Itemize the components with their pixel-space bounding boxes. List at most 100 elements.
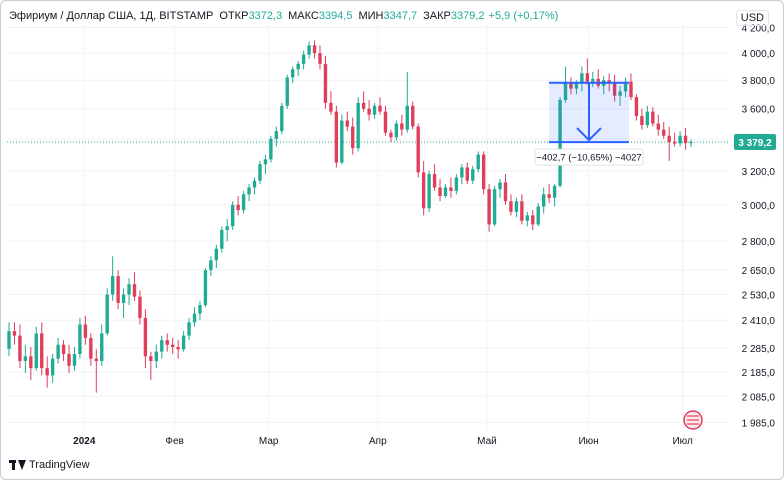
candle	[662, 122, 666, 139]
candle	[541, 187, 546, 214]
y-tick-label: 3 000,0	[742, 201, 776, 212]
candle-body	[241, 194, 246, 211]
candle-body	[607, 80, 611, 84]
candle	[629, 73, 633, 101]
candle-body	[307, 45, 311, 55]
candle-body	[574, 83, 579, 89]
candle	[127, 278, 131, 306]
candle	[476, 151, 480, 173]
candle-body	[531, 215, 535, 225]
candle	[143, 309, 148, 369]
candle-body	[100, 333, 104, 362]
candle-body	[61, 344, 66, 354]
tradingview-brand: TradingView	[29, 459, 90, 471]
candle-body	[231, 204, 235, 227]
candle	[531, 210, 535, 230]
candle	[263, 154, 268, 175]
candle-body	[94, 358, 98, 362]
candle-body	[56, 344, 60, 359]
candle	[351, 117, 355, 155]
candle	[121, 288, 126, 318]
candle	[552, 184, 557, 207]
measure-arrow-icon	[576, 127, 602, 142]
candle-body	[421, 172, 426, 209]
candle-body	[312, 45, 317, 54]
low-label: МИН	[358, 10, 384, 22]
candle-body	[640, 116, 644, 126]
candle	[12, 322, 17, 345]
candle-body	[465, 167, 469, 181]
open-value: 3372,3	[248, 10, 283, 22]
candle	[198, 300, 202, 321]
candle-body	[667, 135, 671, 142]
x-tick-label: Май	[477, 436, 497, 447]
candle	[274, 126, 279, 147]
candle	[89, 333, 93, 366]
candle-body	[258, 164, 262, 181]
candle	[427, 170, 431, 212]
candle-body	[552, 185, 557, 198]
y-tick-label: 2 530,0	[742, 291, 776, 302]
candle-body	[7, 331, 11, 349]
candle-body	[378, 105, 382, 112]
candle-body	[138, 296, 142, 318]
candle-body	[656, 123, 660, 130]
candle-body	[416, 126, 420, 173]
candle	[405, 71, 409, 133]
candle-body	[236, 204, 240, 211]
symbol-header: Эфириум / Доллар США, 1Д, BITSTAMP ОТКР …	[9, 10, 558, 22]
candle	[296, 61, 300, 77]
candle	[100, 324, 104, 366]
candle	[591, 71, 595, 88]
y-tick-label: 3 600,0	[742, 105, 776, 116]
candle	[667, 126, 671, 161]
tradingview-logo[interactable]: TradingView	[9, 459, 90, 471]
candle	[411, 101, 415, 130]
candle-body	[78, 324, 82, 354]
candle	[580, 66, 584, 92]
candle-body	[127, 284, 131, 295]
candle	[487, 184, 491, 232]
candle-body	[89, 337, 93, 359]
symbol-title[interactable]: Эфириум / Доллар США, 1Д, BITSTAMP	[9, 10, 214, 22]
candle	[132, 272, 137, 301]
candle	[520, 194, 524, 225]
candle-body	[345, 120, 349, 127]
candle-body	[563, 83, 568, 101]
y-tick-label: 2 085,0	[742, 392, 776, 403]
candle-body	[547, 194, 551, 198]
x-tick-label: Апр	[369, 436, 387, 447]
candle-body	[427, 174, 431, 209]
candle-body	[618, 91, 622, 96]
candle-body	[110, 276, 115, 295]
y-tick-label: 2 410,0	[742, 316, 776, 327]
y-tick-label: 2 185,0	[742, 368, 776, 379]
candle	[443, 184, 448, 198]
candle	[683, 128, 688, 150]
currency-button[interactable]: USD	[735, 10, 769, 26]
candle	[678, 131, 682, 147]
candle-body	[411, 105, 415, 127]
last-price-tag	[734, 134, 776, 151]
candle-body	[247, 187, 251, 195]
candle	[585, 58, 590, 85]
candle	[105, 288, 109, 336]
candle	[536, 203, 540, 227]
candle-body	[280, 105, 284, 132]
candle-body	[132, 284, 137, 297]
candle-body	[269, 138, 273, 160]
candle	[138, 290, 142, 325]
candle	[421, 160, 426, 216]
y-axis: 4 200,04 000,03 800,03 600,03 400,03 200…	[734, 24, 776, 429]
candle-body	[296, 63, 300, 70]
candle-body	[645, 111, 650, 126]
candle	[291, 66, 295, 84]
candle-body	[192, 313, 197, 323]
candle-body	[329, 102, 333, 112]
candle	[465, 162, 469, 185]
candle	[149, 351, 153, 381]
candle-body	[541, 194, 546, 207]
candle	[492, 185, 497, 227]
candle-body	[334, 111, 339, 163]
